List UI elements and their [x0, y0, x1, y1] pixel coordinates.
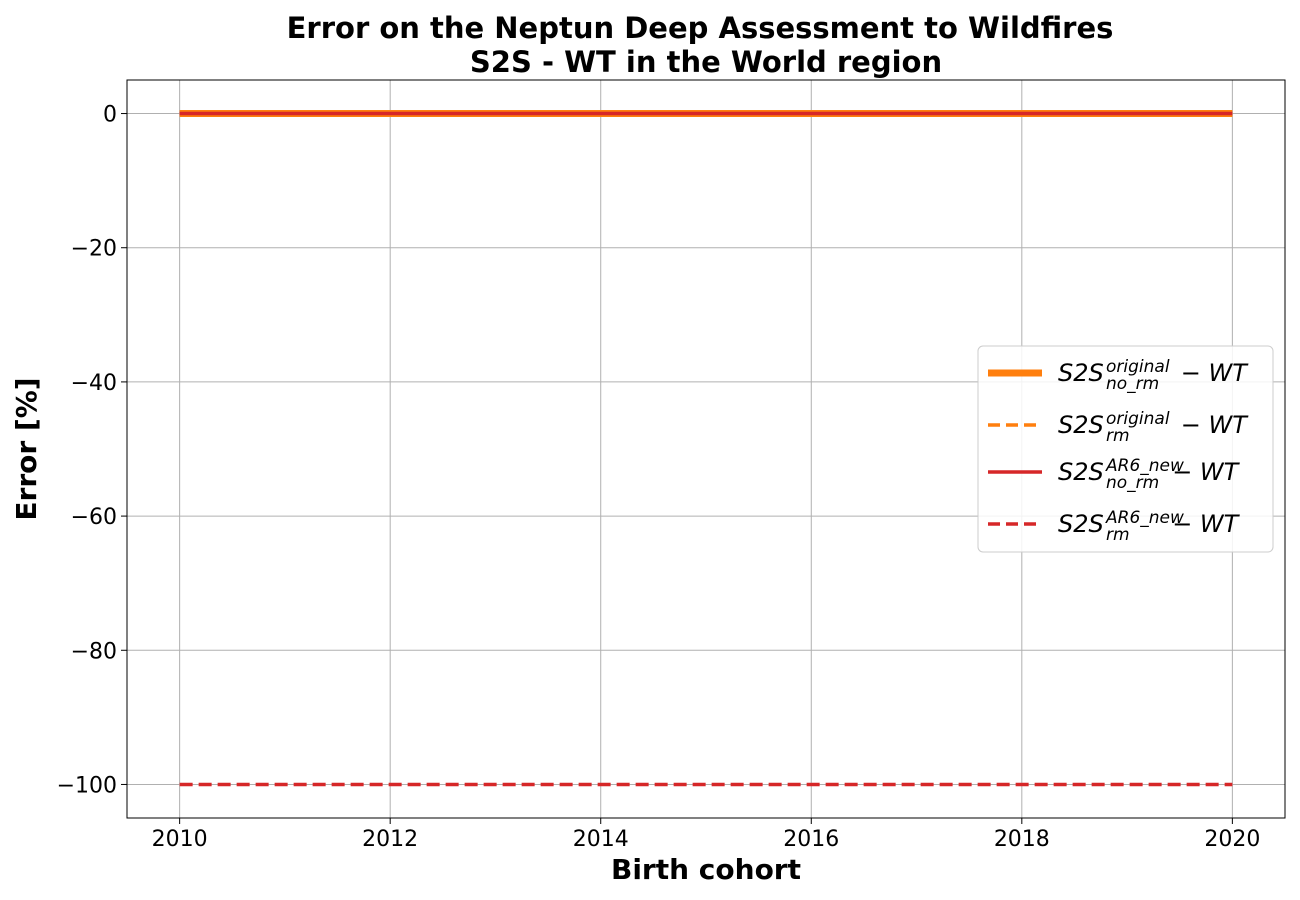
y-tick-label: −80 — [71, 639, 117, 664]
chart-title-line-1: Error on the Neptun Deep Assessment to W… — [287, 11, 1114, 45]
legend-box — [977, 345, 1274, 553]
axis-ticks: 2010 2012 2014 2016 2018 2020 0 −20 −40 −60 −80 −10… — [57, 103, 1261, 852]
y-tick-label: −60 — [71, 505, 117, 530]
legend-label-tail: − WT — [1172, 458, 1240, 486]
x-tick-label: 2010 — [152, 827, 208, 852]
legend-label-superscript: original — [1106, 357, 1170, 377]
legend-label-1: S2S original no_rm − WT — [1058, 357, 1249, 394]
legend-label-base: S2S — [1058, 510, 1104, 538]
chart-title-line-2: S2S - WT in the World region — [470, 45, 942, 79]
legend-label-subscript: rm — [1106, 426, 1130, 446]
legend-label-superscript: AR6_new — [1105, 456, 1184, 476]
legend-label-3: S2S AR6_new no_rm − WT — [1058, 456, 1241, 493]
legend-label-tail: − WT — [1181, 359, 1249, 387]
y-tick-label: −40 — [71, 371, 117, 396]
legend-label-base: S2S — [1058, 359, 1104, 387]
x-tick-label: 2018 — [994, 827, 1050, 852]
x-tick-label: 2020 — [1204, 827, 1260, 852]
y-tick-label: 0 — [103, 103, 117, 128]
legend-label-subscript: no_rm — [1106, 473, 1159, 493]
series-lines — [179, 110, 1233, 787]
legend-label-2: S2S original rm − WT — [1058, 409, 1249, 446]
x-tick-label: 2016 — [783, 827, 839, 852]
legend-label-subscript: no_rm — [1106, 374, 1159, 394]
legend-label-base: S2S — [1058, 458, 1104, 486]
x-axis-label: Birth cohort — [611, 853, 801, 886]
legend-label-4: S2S AR6_new rm − WT — [1058, 508, 1241, 545]
x-tick-label: 2014 — [573, 827, 629, 852]
x-tick-label: 2012 — [362, 827, 418, 852]
legend-label-tail: − WT — [1172, 510, 1240, 538]
legend-label-base: S2S — [1058, 411, 1104, 439]
legend-label-subscript: rm — [1106, 525, 1130, 545]
y-axis-label: Error [%] — [10, 377, 43, 520]
y-tick-label: −100 — [57, 773, 117, 798]
plot-area-frame — [126, 79, 1286, 819]
legend-label-superscript: original — [1106, 409, 1170, 429]
legend-label-superscript: AR6_new — [1105, 508, 1184, 528]
legend-label-tail: − WT — [1181, 411, 1249, 439]
y-tick-label: −20 — [71, 237, 117, 262]
